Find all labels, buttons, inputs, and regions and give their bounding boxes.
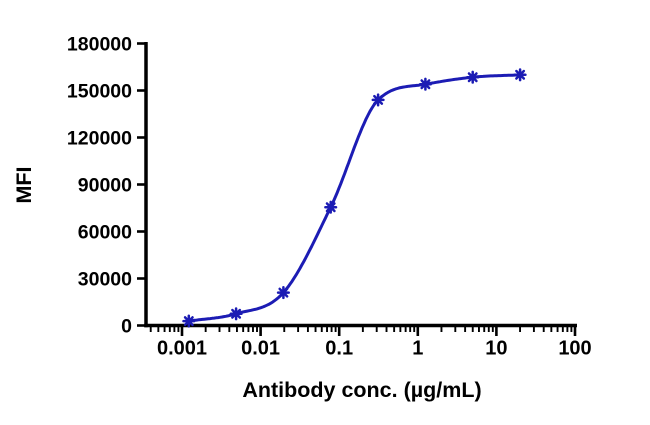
marker-center: [374, 96, 382, 104]
fit-curve-layer: [187, 73, 522, 323]
x-tick-label: 100: [558, 338, 591, 360]
data-point-marker: [371, 93, 385, 107]
x-tick-label: 0.1: [325, 338, 353, 360]
x-axis-title: Antibody conc. (µg/mL): [242, 378, 481, 402]
y-tick-label: 0: [121, 316, 132, 338]
x-tick-label: 0.001: [157, 338, 207, 360]
y-tick-label: 60000: [78, 222, 132, 244]
marker-center: [280, 289, 287, 296]
y-tick-label: 150000: [67, 81, 132, 103]
data-point-marker: [324, 200, 338, 214]
marker-center: [516, 71, 524, 79]
marker-center: [469, 73, 476, 81]
data-point-marker: [418, 77, 432, 91]
marker-center: [185, 317, 193, 325]
marker-center: [422, 80, 429, 88]
data-point-marker: [513, 68, 527, 82]
y-tick-label: 30000: [78, 269, 132, 291]
y-tick-label: 120000: [67, 128, 132, 150]
data-point-marker: [229, 307, 243, 321]
x-tick-label: 10: [485, 338, 507, 360]
fit-curve: [187, 73, 522, 323]
data-point-marker: [466, 70, 480, 84]
y-tick-label: 180000: [67, 34, 132, 56]
x-tick-label: 1: [412, 338, 423, 360]
x-tick-label: 0.01: [241, 338, 280, 360]
data-point-marker: [276, 286, 290, 300]
y-tick-label: 90000: [78, 175, 132, 197]
data-points-layer: [182, 68, 527, 328]
y-axis-title: MFI: [12, 166, 36, 203]
data-point-marker: [182, 314, 196, 328]
marker-center: [232, 310, 240, 318]
axes-layer: 0 30000 60000 90000 120000 150000 180000 0.001 0…: [67, 34, 592, 360]
marker-center: [327, 203, 334, 211]
